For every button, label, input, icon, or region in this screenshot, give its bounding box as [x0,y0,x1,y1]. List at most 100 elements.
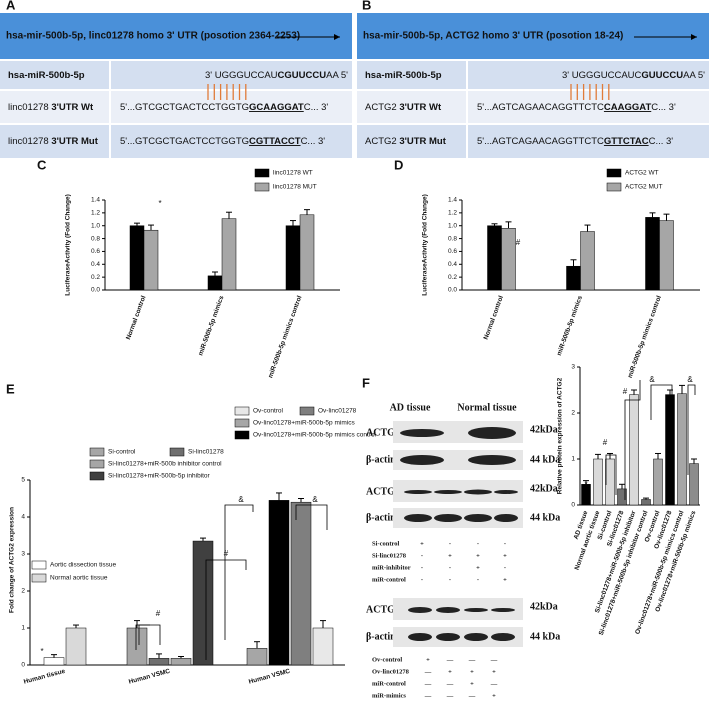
legend-label: Si-control [108,449,136,456]
condition-sign: + [503,576,507,583]
error-bar [619,483,625,489]
cell-part: C... 3' [304,102,329,113]
bracket [624,380,641,500]
error-bar [178,655,184,659]
legend-label: Si-linc01278+miR-500b-5p inhibitor [108,473,211,480]
y-tick-label: 1.0 [91,222,100,229]
cell-part: 3' UGGGUCCAUC [562,70,642,81]
legend-swatch [89,471,105,481]
band-size: 42kDa [530,424,558,435]
bar [677,393,687,506]
error-bar [156,653,162,659]
row-band [357,60,709,90]
annotation: # [516,238,521,247]
y-tick-label: 0 [21,662,25,669]
condition-sign: - [504,564,506,571]
y-tick-label: 1.4 [91,197,100,204]
legend-label: ACTG2 MUT [625,184,663,191]
bar [246,648,268,666]
legend-swatch [169,447,185,457]
cell-part: CGUUCCU [278,70,327,81]
cell-text: linc01278 3'UTR Wt [8,102,94,113]
annotation: * [40,647,43,656]
bar [605,458,615,506]
legend-label: linc01278 WT [273,170,313,177]
bar [65,627,87,666]
cell-part: ACTG2 [365,136,399,147]
bar [653,458,663,506]
error-bar [276,492,282,501]
band [434,514,462,522]
bar [148,658,170,666]
y-tick-label: 2 [571,410,575,417]
annotation: # [156,609,161,618]
cell-text: hsa-miR-500b-5p [8,70,85,81]
cell-part: 3'UTR Wt [51,102,94,113]
y-tick-label: 1.4 [448,197,457,204]
y-tick-label: 1.0 [448,222,457,229]
error-bar [290,220,296,226]
x-tick-label: Human VSMC [248,668,291,686]
condition-sign: — [424,692,432,699]
cell-part: 5'...AGTCAGAACAGGTTCTC [477,136,604,147]
panel-label: E [6,381,15,396]
arrow-head [334,34,340,40]
error-bar [595,453,601,459]
y-axis-label: Fold change of ACTG2 expression [9,507,16,613]
condition-sign: + [503,552,507,559]
bar [285,225,301,291]
error-bar [51,654,57,658]
bar [43,657,65,666]
row-band [357,124,709,158]
y-tick-label: 0.8 [448,235,457,242]
legend-label: Ov-linc01278+miR-500b-5p mimics [253,420,355,427]
cell-text: 5'...GTCGCTGACTCCTGGTGCGTTACCTC... 3' [120,136,325,147]
x-tick-label: miR-500b-5p mimics control [267,295,303,379]
band-size: 44 kDa [530,512,560,523]
condition-sign: - [421,564,423,571]
band [494,490,518,494]
legend-swatch [299,406,315,416]
band [491,633,515,641]
band [434,490,462,494]
bar [641,499,651,506]
y-tick-label: 0.4 [448,261,457,268]
cell-part: GUUCCU [641,70,683,81]
cell-text: linc01278 3'UTR Mut [8,136,99,147]
cell-part: GTTCTAC [604,136,649,147]
bracket [205,559,247,660]
error-bar [679,384,685,394]
band-name: β-actin [366,631,396,642]
condition-name: miR-inhibitor [372,564,411,571]
y-tick-label: 0.4 [91,261,100,268]
y-tick-label: 0.0 [91,287,100,294]
band [464,514,492,522]
legend-label: Normal aortic tissue [50,575,108,582]
error-bar [491,223,498,226]
band [468,455,516,465]
table-header: hsa-mir-500b-5p, linc01278 homo 3' UTR (… [6,31,300,42]
condition-sign: — [424,680,432,687]
condition-sign: + [492,692,496,699]
panel-label: B [362,0,371,12]
y-tick-label: 3 [21,551,25,558]
annotation: # [224,549,229,558]
y-tick-label: 4 [21,514,25,521]
row-band [0,124,352,158]
condition-sign: - [449,540,451,547]
blot-bg [393,450,523,470]
cell-part: C... 3' [649,136,674,147]
bar [580,231,595,291]
error-bar [148,224,154,231]
arrow-head [691,34,697,40]
cell-text: 5'...AGTCAGAACAGGTTCTCGTTCTACC... 3' [477,136,673,147]
bracket [135,624,150,650]
error-bar [607,452,613,459]
y-tick-label: 0.2 [91,274,100,281]
bar [645,217,660,291]
condition-sign: - [477,576,479,583]
band [464,489,492,495]
x-tick-label: miR-500b-5p mimics control [627,295,663,379]
legend-swatch [606,168,622,178]
